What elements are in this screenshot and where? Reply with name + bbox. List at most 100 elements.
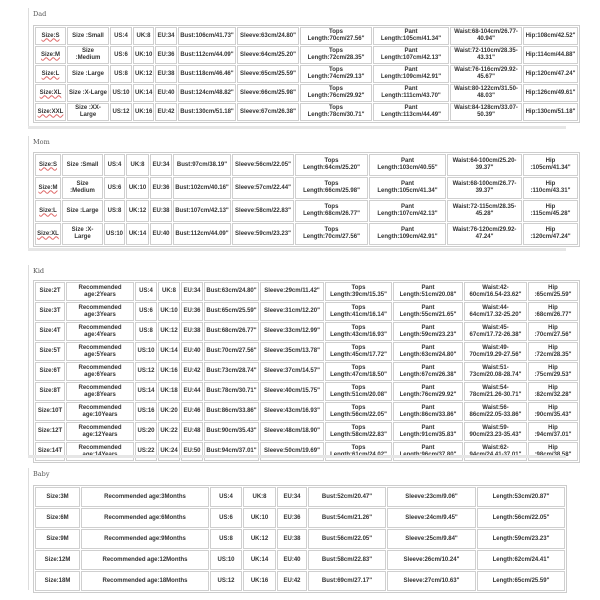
- age-value: Recommended age:3Years: [78, 304, 122, 318]
- length-cell: Length:59cm/23.23": [477, 529, 565, 549]
- table-row: Size:14T Recommended age:14Years US:22 UK:2…: [35, 442, 578, 461]
- pant-length-value: Pant Length:51cm/20.08": [399, 284, 457, 298]
- pant-length-value: Pant Length:55cm/21.65": [399, 304, 457, 318]
- age-cell: Recommended age:9Months: [81, 529, 209, 549]
- description-value: Size :X-Large: [71, 227, 94, 240]
- bust-value: Bust:68cm/26.77": [206, 328, 257, 334]
- size-value: Size:3T: [39, 308, 61, 314]
- sleeve-value: Sleeve:40cm/15.75": [264, 388, 320, 394]
- tops-length-cell: Tops Length:70cm/27.56": [295, 223, 368, 245]
- age-value: Recommended age:4Years: [78, 324, 122, 338]
- size-value: Size:4T: [39, 328, 61, 334]
- waist-value: Waist:51-73cm/20.08-28.74": [469, 364, 522, 378]
- tops-length-value: Tops Length:47cm/18.50": [330, 364, 387, 378]
- eu-value: EU:38: [283, 535, 301, 542]
- waist-value: Waist:62-94cm/24.41-37.01": [470, 444, 522, 458]
- eu-cell: EU:44: [181, 382, 203, 401]
- uk-value: UK:14: [160, 348, 178, 354]
- size-cell: Size:L: [35, 200, 61, 222]
- waist-cell: Waist:68-104cm/26.77-40.94": [450, 27, 522, 45]
- waist-value: Waist:76-116cm/29.92-45.67": [454, 67, 518, 80]
- bust-value: Bust:97cm/38.19": [176, 161, 228, 168]
- bust-value: Bust:112cm/44.09": [180, 51, 234, 58]
- size-cell: Size:3M: [35, 487, 80, 507]
- uk-cell: UK:14: [158, 342, 180, 361]
- us-cell: US:6: [210, 508, 242, 528]
- bust-cell: Bust:69cm/27.17": [308, 571, 386, 591]
- hip-cell: Hip :94cm/37.01": [528, 422, 578, 441]
- description-cell: Size :Medium: [62, 177, 103, 199]
- tops-length-value: Tops Length:70cm/27.56": [307, 29, 365, 42]
- table-row: Size:6T Recommended age:6Years US:12 UK:16 E…: [35, 362, 578, 381]
- tops-length-cell: Tops Length:47cm/18.50": [325, 362, 392, 381]
- eu-cell: EU:40: [150, 223, 172, 245]
- hip-cell: Hip:126cm/49.61": [523, 84, 578, 102]
- tops-length-value: Tops Length:72cm/28.35": [307, 48, 365, 61]
- us-value: US:4: [139, 288, 153, 294]
- tops-length-cell: Tops Length:72cm/28.35": [300, 46, 372, 64]
- description-value: Size :Medium: [75, 48, 101, 61]
- us-value: US:14: [137, 388, 155, 394]
- sleeve-value: Sleeve:27cm/10.63": [403, 577, 460, 584]
- uk-cell: UK:8: [158, 282, 180, 301]
- hip-value: Hip :75cm/29.53": [534, 364, 572, 378]
- description-value: Size :Small: [72, 32, 104, 39]
- waist-cell: Waist:59-90cm/23.23-35.43": [464, 422, 527, 441]
- size-cell: Size:L: [35, 65, 66, 83]
- size-value: Size:2T: [39, 288, 61, 294]
- waist-value: Waist:68-100cm/26.77-39.37": [452, 181, 517, 194]
- table-row: Size:S Size :Small US:4 UK:8 EU:34 Bust:106cm…: [35, 27, 578, 45]
- uk-cell: UK:8: [126, 154, 149, 176]
- hip-value: Hip:130cm/51.18": [525, 108, 576, 115]
- eu-value: EU:44: [183, 388, 201, 394]
- size-value: Size:S: [41, 32, 60, 39]
- bust-value: Bust:58cm/22.83": [321, 556, 373, 563]
- waist-value: Waist:54-78cm/21.26-30.71": [469, 384, 522, 398]
- size-cell: Size:2T: [35, 282, 65, 301]
- sleeve-cell: Sleeve:66cm/25.98": [237, 84, 299, 102]
- sleeve-cell: Sleeve:26cm/10.24": [387, 550, 476, 570]
- size-cell: Size:9M: [35, 529, 80, 549]
- uk-value: UK:10: [250, 514, 269, 521]
- size-value: Size:14T: [37, 448, 63, 454]
- eu-value: EU:42: [157, 108, 175, 115]
- pant-length-value: Pant Length:67cm/26.38": [399, 364, 457, 378]
- sleeve-value: Sleeve:66cm/25.98": [240, 89, 296, 96]
- uk-value: UK:8: [130, 161, 145, 168]
- eu-value: EU:34: [183, 288, 201, 294]
- eu-value: EU:42: [183, 368, 201, 374]
- age-cell: Recommended age:3Years: [66, 302, 134, 321]
- us-value: US:4: [114, 32, 128, 39]
- pant-length-cell: Pant Length:111cm/43.70": [373, 84, 449, 102]
- description-value: Size :Large: [71, 70, 104, 77]
- section-label: Dad: [33, 10, 47, 18]
- sleeve-cell: Sleeve:63cm/24.80": [237, 27, 299, 45]
- tops-length-value: Tops Length:74cm/29.13": [307, 67, 365, 80]
- sleeve-value: Sleeve:24cm/9.45": [405, 514, 458, 521]
- age-value: Recommended age:10Years: [78, 404, 122, 418]
- sleeve-cell: Sleeve:57cm/22.44": [232, 177, 294, 199]
- length-cell: Length:53cm/20.87": [477, 487, 565, 507]
- hip-cell: Hip :75cm/29.53": [528, 362, 578, 381]
- waist-value: Waist:45-67cm/17.72-26.38": [469, 324, 522, 338]
- hip-value: Hip :68cm/26.77": [534, 304, 572, 318]
- table-row: Size:3T Recommended age:3Years US:6 UK:10 EU…: [35, 302, 578, 321]
- waist-cell: Waist:64-100cm/25.20-39.37": [447, 154, 522, 176]
- age-cell: Recommended age:12Months: [81, 550, 209, 570]
- uk-cell: UK:12: [133, 65, 154, 83]
- dad-size-table: Size:S Size :Small US:4 UK:8 EU:34 Bust:106cm…: [33, 25, 580, 123]
- size-cell: Size:S: [35, 27, 66, 45]
- pant-length-value: Pant Length:59cm/23.23": [399, 324, 457, 338]
- uk-value: UK:16: [250, 577, 269, 584]
- bust-cell: Bust:112cm/44.09": [178, 46, 236, 64]
- pant-length-cell: Pant Length:55cm/21.65": [393, 302, 463, 321]
- bust-cell: Bust:106cm/41.73": [178, 27, 236, 45]
- waist-value: Waist:42-60cm/16.54-23.62": [469, 284, 522, 298]
- waist-cell: Waist:51-73cm/20.08-28.74": [464, 362, 527, 381]
- bust-cell: Bust:118cm/46.46": [178, 65, 236, 83]
- uk-cell: UK:12: [126, 200, 149, 222]
- table-row: Size:4T Recommended age:4Years US:8 UK:12 EU…: [35, 322, 578, 341]
- uk-value: UK:10: [160, 308, 178, 314]
- length-value: Length:59cm/23.23": [492, 535, 550, 542]
- pant-length-value: Pant Length:105cm/41.34": [377, 181, 438, 194]
